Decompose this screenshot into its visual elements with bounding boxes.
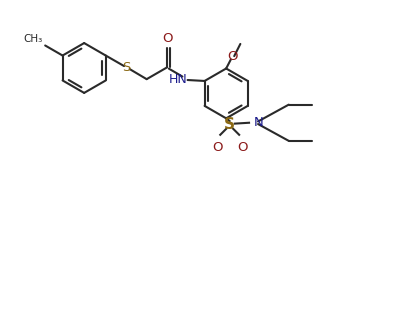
Text: O: O	[227, 50, 237, 63]
Text: S: S	[122, 61, 131, 74]
Text: O: O	[162, 32, 172, 45]
Text: HN: HN	[168, 73, 187, 86]
Text: O: O	[212, 141, 223, 154]
Text: O: O	[237, 141, 248, 154]
Text: S: S	[224, 117, 235, 132]
Text: CH₃: CH₃	[23, 34, 43, 44]
Text: N: N	[254, 116, 263, 129]
